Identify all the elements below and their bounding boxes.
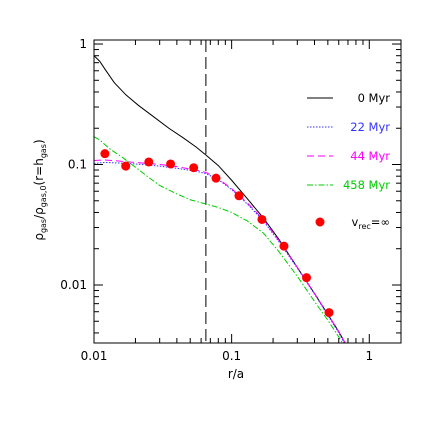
series-line-2: [94, 159, 346, 343]
plot-area: [94, 40, 346, 343]
legend-marker-4: [315, 217, 325, 227]
legend-label-sub: rec: [358, 222, 370, 231]
data-point: [189, 163, 199, 173]
y-label-rho1: ρ: [32, 233, 46, 241]
y-label-slash: /: [32, 214, 46, 219]
x-axis-label: r/a: [228, 367, 244, 381]
data-point: [144, 157, 154, 167]
legend-label-tail: =∞: [371, 215, 390, 229]
data-point: [302, 273, 312, 283]
legend-label-0: 0 Myr: [358, 91, 391, 105]
legend-label-4: vrec=∞: [352, 215, 390, 231]
legend-label-2: 44 Myr: [350, 149, 390, 163]
series-line-3: [94, 136, 344, 343]
y-label-rho2: ρ: [32, 207, 46, 215]
series-line-0: [94, 55, 346, 343]
data-point: [166, 159, 176, 169]
y-tick-label: 0.01: [60, 278, 87, 292]
x-tick-label: 0.01: [81, 349, 108, 363]
data-point: [257, 214, 267, 224]
y-label-paren-open: (r=h: [32, 158, 46, 185]
data-point: [324, 308, 334, 318]
y-label-sub2: gas,0: [39, 185, 48, 207]
legend: 0 Myr 22 Myr 44 Myr 458 Myr vrec=∞: [307, 91, 390, 231]
data-point: [279, 241, 289, 251]
legend-label-3: 458 Myr: [343, 178, 390, 192]
x-tick-label: 1: [365, 349, 373, 363]
y-tick-label: 1: [79, 37, 87, 51]
y-axis-label: ρgas/ρgas,0(r=hgas): [32, 139, 48, 240]
data-point: [234, 191, 244, 201]
y-tick-label: 0.1: [68, 158, 87, 172]
data-point: [100, 149, 110, 159]
data-point: [121, 161, 131, 171]
y-label-sub3: gas: [39, 144, 48, 158]
data-point: [211, 173, 221, 183]
y-label-paren-close: ): [32, 139, 46, 144]
axes: 0.01 0.1 1 0.01 0.1 1: [60, 37, 402, 363]
legend-label-1: 22 Myr: [350, 120, 390, 134]
series-line-1: [94, 161, 345, 343]
y-label-sub1: gas: [39, 219, 48, 233]
legend-label-main: v: [352, 215, 359, 229]
x-tick-label: 0.1: [222, 349, 241, 363]
